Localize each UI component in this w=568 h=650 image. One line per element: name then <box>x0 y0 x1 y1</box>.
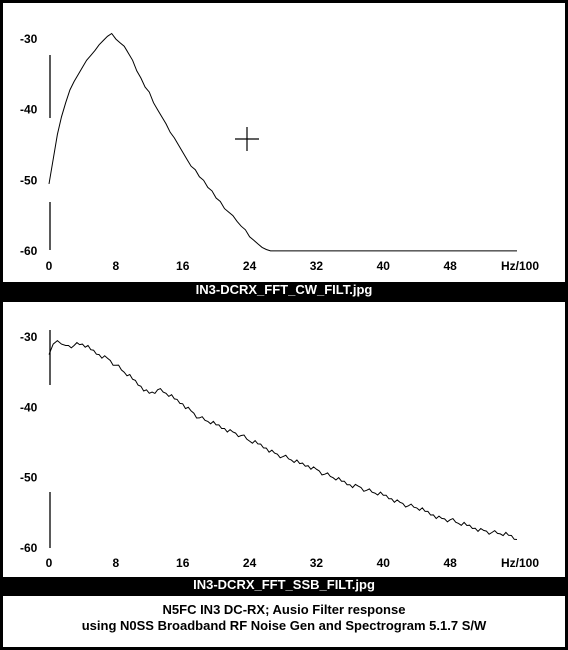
cw-filter-x-tick-4: 32 <box>310 259 324 273</box>
top-chart-panel <box>3 3 565 282</box>
footer-line-1: N5FC IN3 DC-RX; Ausio Filter response <box>163 602 406 617</box>
cw-filter-caption: IN3-DCRX_FFT_CW_FILT.jpg <box>196 282 373 297</box>
ssb-filter-x-tick-1: 8 <box>113 556 120 570</box>
cw-filter-series-line <box>48 32 517 252</box>
ssb-filter-chart: -30 -40 -50 -60 0 8 16 24 32 40 48 Hz/100 <box>20 330 539 570</box>
ssb-filter-y-tick-3: -60 <box>20 541 38 555</box>
ssb-filter-x-tick-labels: 0 8 16 24 32 40 48 <box>46 556 457 570</box>
cw-filter-y-tick-2: -50 <box>20 173 38 187</box>
ssb-filter-x-tick-6: 48 <box>443 556 457 570</box>
ssb-filter-y-tick-0: -30 <box>20 330 38 344</box>
ssb-filter-x-tick-4: 32 <box>310 556 324 570</box>
cw-filter-x-tick-6: 48 <box>443 259 457 273</box>
cw-filter-x-tick-1: 8 <box>113 259 120 273</box>
cw-filter-x-tick-3: 24 <box>243 259 257 273</box>
cw-filter-x-tick-2: 16 <box>176 259 190 273</box>
crosshair-cursor-icon <box>235 127 259 151</box>
ssb-filter-x-tick-5: 40 <box>377 556 391 570</box>
cw-filter-y-tick-labels: -30 -40 -50 -60 <box>20 32 38 258</box>
ssb-filter-x-tick-3: 24 <box>243 556 257 570</box>
cw-filter-chart: -30 -40 -50 -60 0 8 16 24 32 40 48 Hz/100 <box>20 32 539 273</box>
cw-filter-x-tick-labels: 0 8 16 24 32 40 48 <box>46 259 457 273</box>
cw-filter-x-axis-label: Hz/100 <box>501 259 539 273</box>
ssb-filter-x-tick-2: 16 <box>176 556 190 570</box>
ssb-filter-x-tick-0: 0 <box>46 556 53 570</box>
ssb-filter-series-line <box>48 339 518 540</box>
ssb-filter-y-tick-labels: -30 -40 -50 -60 <box>20 330 38 555</box>
cw-filter-y-tick-0: -30 <box>20 32 38 46</box>
cw-filter-x-tick-5: 40 <box>377 259 391 273</box>
footer-line-2: using N0SS Broadband RF Noise Gen and Sp… <box>82 618 487 633</box>
cw-filter-y-tick-1: -40 <box>20 103 38 117</box>
ssb-filter-y-tick-1: -40 <box>20 400 38 414</box>
cw-filter-y-tick-3: -60 <box>20 244 38 258</box>
footer-panel <box>3 596 565 647</box>
ssb-filter-caption: IN3-DCRX_FFT_SSB_FILT.jpg <box>193 577 375 592</box>
bottom-chart-panel <box>3 302 565 577</box>
ssb-filter-x-axis-label: Hz/100 <box>501 556 539 570</box>
ssb-filter-y-tick-2: -50 <box>20 471 38 485</box>
cw-filter-x-tick-0: 0 <box>46 259 53 273</box>
